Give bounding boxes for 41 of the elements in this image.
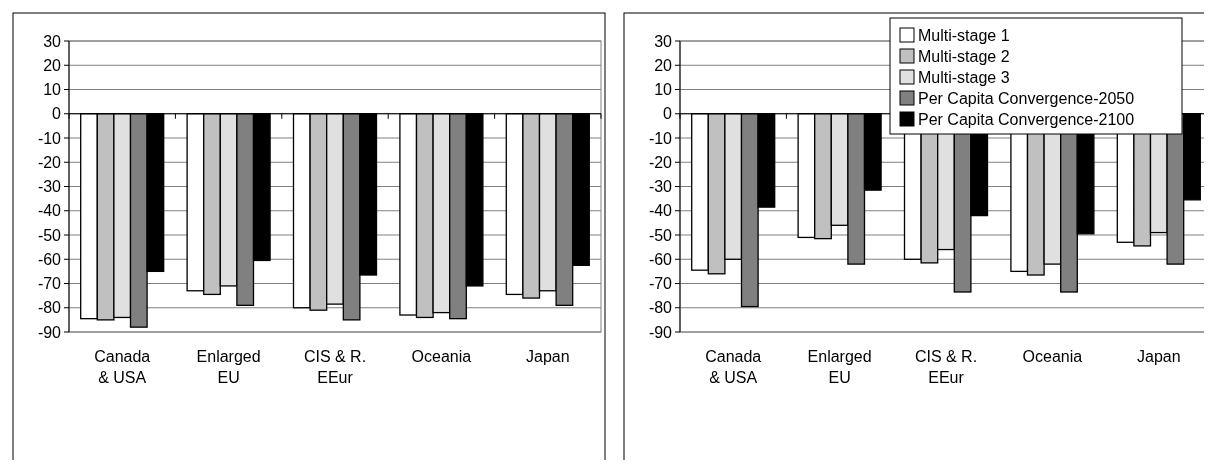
y-tick-label: -50 bbox=[37, 226, 62, 244]
x-tick-label: Oceania bbox=[1022, 348, 1083, 365]
y-tick-label: -20 bbox=[648, 153, 673, 171]
y-tick-label: 10 bbox=[654, 81, 673, 99]
y-tick-label: -10 bbox=[648, 129, 673, 147]
y-tick-label: -50 bbox=[648, 226, 673, 244]
y-tick-label: -30 bbox=[648, 178, 673, 196]
legend-label: Multi-stage 3 bbox=[918, 68, 1010, 86]
y-tick-label: 10 bbox=[43, 81, 62, 99]
y-tick-label: -80 bbox=[648, 299, 673, 317]
y-tick-label: -70 bbox=[37, 275, 62, 293]
y-tick-label: 20 bbox=[43, 56, 62, 74]
y-tick-label: -70 bbox=[648, 275, 673, 293]
y-tick-label: -60 bbox=[648, 250, 673, 268]
x-tick-label: Enlarged EU bbox=[807, 348, 872, 386]
y-tick-label: -10 bbox=[37, 129, 62, 147]
y-tick-label: 30 bbox=[654, 32, 673, 50]
y-tick-label: 0 bbox=[52, 105, 62, 123]
y-tick-label: -80 bbox=[37, 299, 62, 317]
x-tick-label: Canada & USA bbox=[705, 348, 762, 386]
y-tick-label: -40 bbox=[37, 202, 62, 220]
y-tick-label: -90 bbox=[648, 323, 673, 341]
y-tick-label: 0 bbox=[663, 105, 673, 123]
y-tick-label: -20 bbox=[37, 153, 62, 171]
y-tick-label: -90 bbox=[37, 323, 62, 341]
x-tick-label: Canada & USA bbox=[94, 348, 151, 386]
x-tick-label: Enlarged EU bbox=[196, 348, 261, 386]
x-tick-label: Oceania bbox=[411, 348, 472, 365]
legend-label: Per Capita Convergence-2100 bbox=[918, 110, 1135, 128]
y-tick-label: 20 bbox=[654, 56, 673, 74]
legend-label: Per Capita Convergence-2050 bbox=[918, 89, 1135, 107]
y-tick-label: -30 bbox=[37, 178, 62, 196]
x-tick-label: Japan bbox=[526, 348, 570, 365]
y-tick-label: -40 bbox=[648, 202, 673, 220]
x-tick-label: CIS & R. EEur bbox=[303, 348, 367, 386]
y-tick-label: 30 bbox=[43, 32, 62, 50]
legend-label: Multi-stage 2 bbox=[918, 47, 1010, 65]
legend-label: Multi-stage 1 bbox=[918, 26, 1010, 44]
x-tick-label: Japan bbox=[1137, 348, 1181, 365]
x-tick-label: CIS & R. EEur bbox=[914, 348, 978, 386]
y-tick-label: -60 bbox=[37, 250, 62, 268]
